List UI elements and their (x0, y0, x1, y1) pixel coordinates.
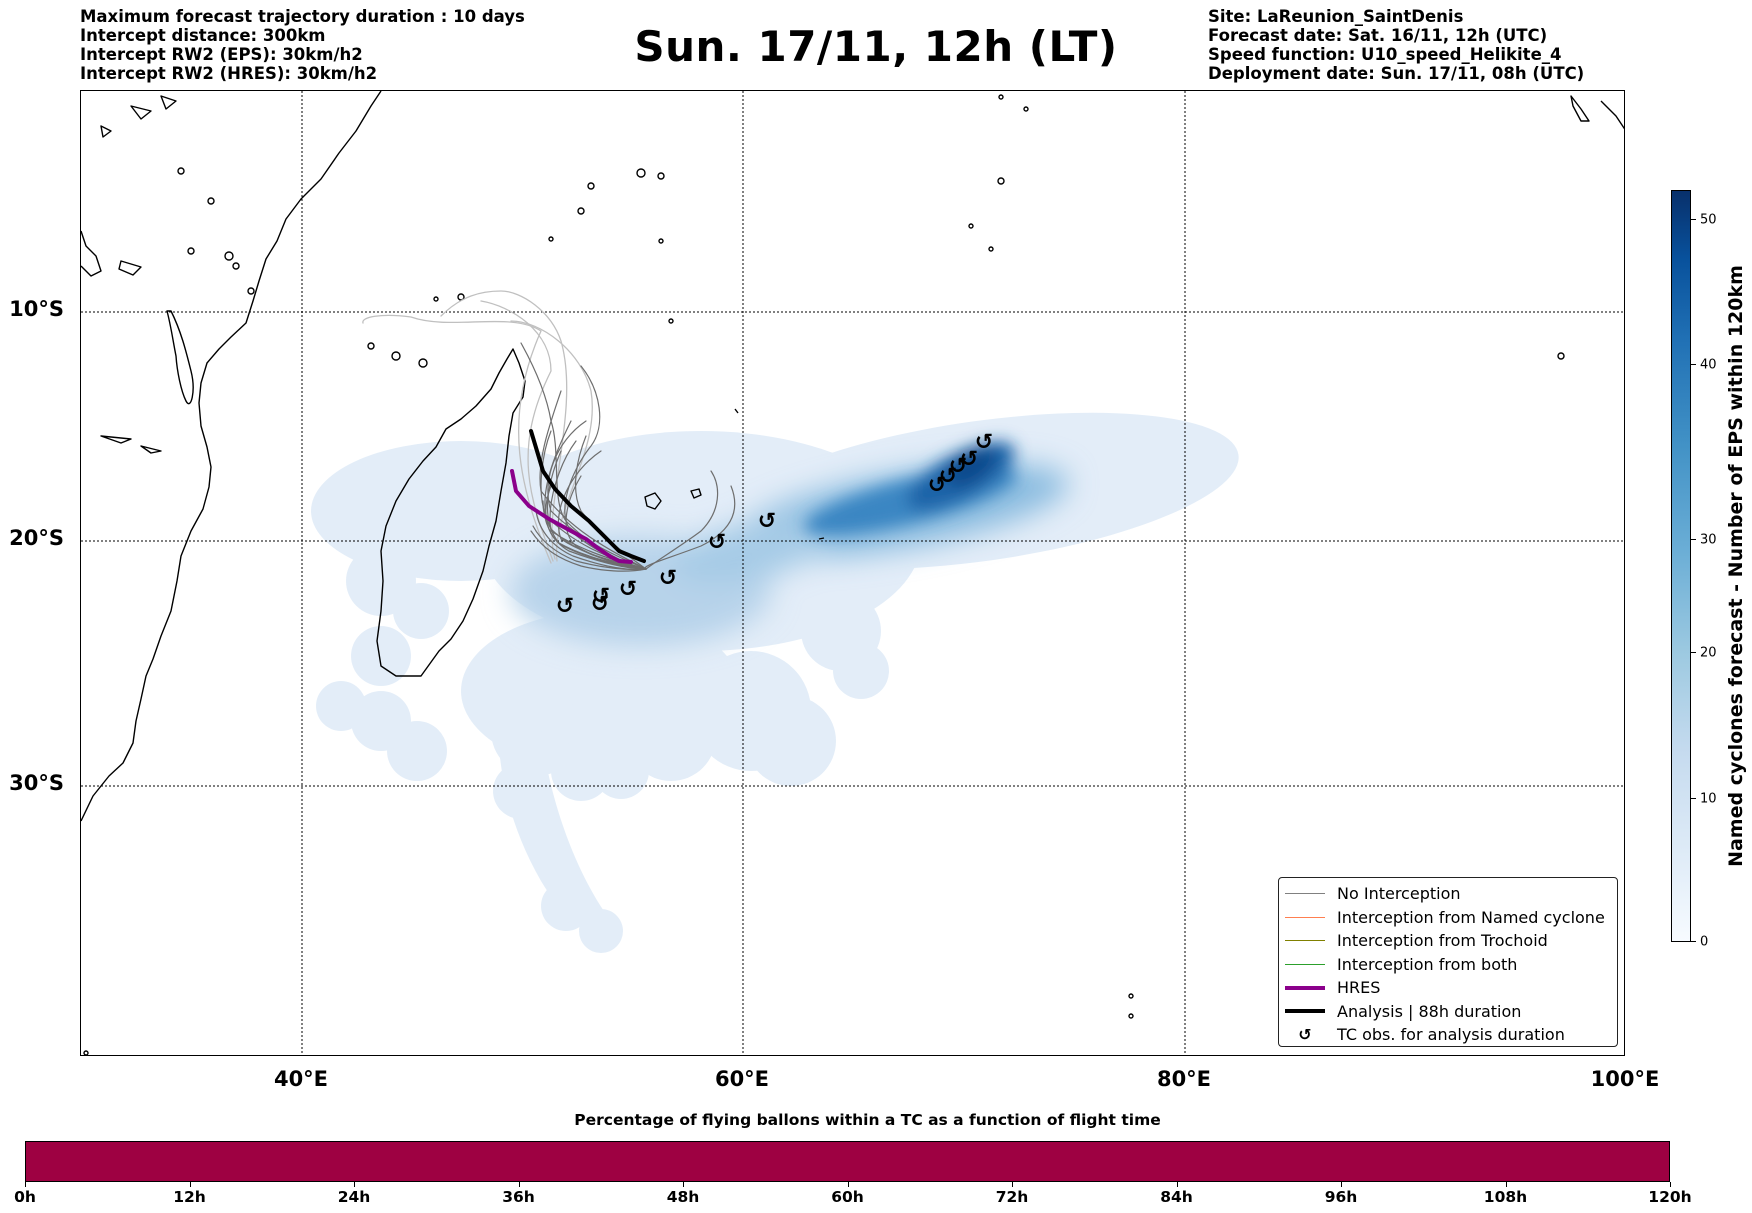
flight-bar-tick-label: 48h (666, 1188, 700, 1206)
lon-label: 60°E (714, 1067, 770, 1091)
tc-marker-icon: ↺ (1298, 1025, 1312, 1045)
flight-bar-tick (1505, 1182, 1507, 1187)
flight-bar-title: Percentage of flying ballons within a TC… (574, 1111, 1161, 1129)
coastlines (81, 91, 1624, 1055)
legend-item: Analysis | 88h duration (1285, 1000, 1617, 1024)
tc-observations: ↺ ↺ ↺ ↺ ↺ ↺ ↺ ↺ ↺ ↺ ↺ ↺ (556, 430, 993, 619)
legend-label: Analysis | 88h duration (1337, 1001, 1522, 1021)
header-line: Intercept distance: 300km (80, 26, 326, 45)
graticule (81, 91, 1624, 1055)
legend-item: Interception from Trochoid (1285, 929, 1617, 953)
legend-item: Interception from Named cyclone (1285, 906, 1617, 930)
hres-trajectory (510, 469, 633, 564)
flight-bar-tick-label: 36h (502, 1188, 535, 1206)
tc-marker: ↺ (591, 592, 609, 617)
lat-label: 20°S (9, 526, 64, 550)
flight-bar (25, 1141, 1670, 1182)
flight-bar-tick (683, 1182, 684, 1187)
legend-label: No Interception (1337, 884, 1461, 904)
header-line: Speed function: U10_speed_Helikite_4 (1208, 45, 1562, 64)
legend-item: HRES (1285, 976, 1617, 1000)
legend-label: HRES (1337, 978, 1381, 998)
tc-marker: ↺ (939, 464, 957, 489)
tc-marker: ↺ (758, 509, 776, 534)
flight-bar-tick-label: 72h (995, 1188, 1029, 1206)
tc-marker: ↺ (556, 594, 574, 619)
header-line: Deployment date: Sun. 17/11, 08h (UTC) (1208, 64, 1585, 83)
flight-bar-tick (25, 1182, 26, 1187)
colorbar-tick: 50 (1700, 212, 1717, 228)
flight-bar-tick-label: 84h (1160, 1188, 1193, 1206)
legend-item: ↺ TC obs. for analysis duration (1285, 1023, 1617, 1047)
density-field-low (311, 412, 1239, 953)
tc-marker: ↺ (928, 473, 946, 498)
tc-marker: ↺ (949, 454, 967, 479)
header-line: Intercept RW2 (EPS): 30km/h2 (80, 45, 363, 64)
tc-marker: ↺ (975, 430, 993, 455)
colorbar-tick: 40 (1700, 357, 1717, 373)
lon-label: 40°E (273, 1067, 329, 1091)
header-line: Intercept RW2 (HRES): 30km/h2 (80, 64, 378, 83)
tc-marker: ↺ (708, 530, 726, 555)
legend-item: No Interception (1285, 882, 1617, 906)
flight-bar-tick-label: 120h (1648, 1188, 1692, 1206)
flight-bar-tick-label: 12h (173, 1188, 206, 1206)
header-left-info: Maximum forecast trajectory duration : 1… (80, 7, 525, 83)
legend-item: Interception from both (1285, 953, 1617, 977)
flight-bar-tick (1670, 1182, 1671, 1187)
tc-marker: ↺ (592, 584, 610, 609)
colorbar-tick: 10 (1700, 791, 1717, 807)
lat-label: 10°S (9, 297, 64, 321)
header-line: Forecast date: Sat. 16/11, 12h (UTC) (1208, 26, 1548, 45)
map-legend: No Interception Interception from Named … (1278, 877, 1618, 1047)
flight-bar-tick (518, 1182, 520, 1187)
header-line: Site: LaReunion_SaintDenis (1208, 7, 1464, 26)
colorbar-tick: 0 (1700, 934, 1709, 950)
header-right-info: Site: LaReunion_SaintDenis Forecast date… (1208, 7, 1584, 83)
colorbar-label: Named cyclones forecast - Number of EPS … (1725, 265, 1747, 867)
colorbar-tick: 30 (1700, 532, 1717, 548)
legend-label: Interception from Trochoid (1337, 931, 1548, 951)
map-canvas: ↺ ↺ ↺ ↺ ↺ ↺ ↺ ↺ ↺ ↺ ↺ ↺ (81, 91, 1624, 1055)
flight-bar-tick (1341, 1182, 1342, 1187)
eps-trajectories (362, 290, 736, 572)
lat-label: 30°S (9, 771, 64, 795)
lon-label: 100°E (1590, 1067, 1660, 1091)
flight-bar-tick-label: 60h (831, 1188, 864, 1206)
flight-bar-tick (354, 1182, 355, 1187)
legend-label: Interception from both (1337, 954, 1518, 974)
flight-bar-tick-label: 108h (1483, 1188, 1528, 1206)
analysis-trajectory (529, 429, 646, 563)
tc-marker: ↺ (619, 577, 637, 602)
tc-marker: ↺ (960, 447, 978, 472)
flight-bar-tick (1012, 1182, 1013, 1187)
lon-label: 80°E (1156, 1067, 1212, 1091)
legend-label: TC obs. for analysis duration (1337, 1025, 1565, 1045)
density-field-high (804, 441, 1018, 536)
flight-bar-tick (847, 1182, 849, 1187)
flight-bar-tick-label: 24h (337, 1188, 371, 1206)
legend-label: Interception from Named cyclone (1337, 907, 1605, 927)
tc-marker: ↺ (659, 566, 677, 591)
flight-bar-tick-label: 0h (14, 1188, 36, 1206)
page-title: Sun. 17/11, 12h (LT) (634, 22, 1118, 71)
flight-bar-tick (1176, 1182, 1178, 1187)
flight-bar-tick-label: 96h (1324, 1188, 1358, 1206)
flight-bar-tick (189, 1182, 191, 1187)
colorbar-tick: 20 (1700, 645, 1717, 661)
colorbar (1671, 190, 1691, 942)
header-line: Maximum forecast trajectory duration : 1… (80, 7, 525, 26)
